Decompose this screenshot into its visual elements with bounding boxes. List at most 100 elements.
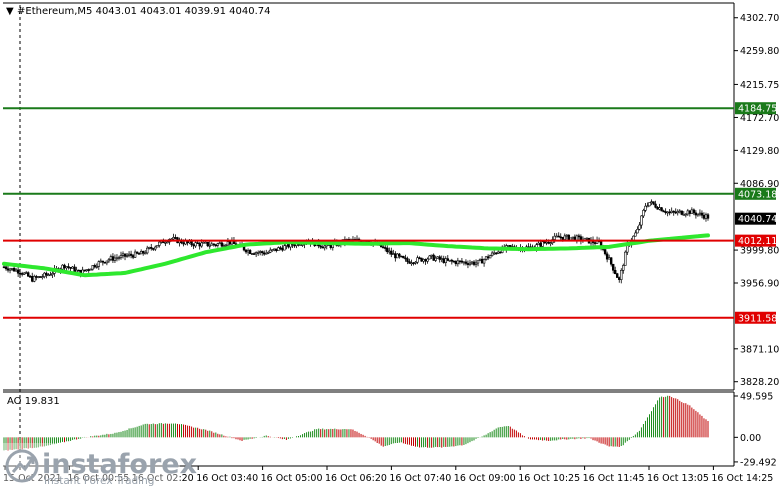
logo-tagline: Instant Forex Trading (44, 475, 154, 487)
candle (408, 258, 411, 264)
candle (103, 261, 107, 264)
candle (319, 244, 322, 249)
candle (450, 258, 454, 265)
moving-average-line (2, 233, 710, 278)
candle (605, 251, 609, 263)
candle (113, 254, 117, 264)
candle (89, 268, 92, 271)
price-tick-label: 4129.80 (740, 146, 779, 157)
price-tick-label: 4172.70 (740, 113, 779, 124)
price-tick-label: 3871.10 (740, 344, 779, 355)
candle (692, 208, 696, 216)
candle (125, 252, 129, 258)
candle (97, 260, 101, 270)
candle (482, 258, 486, 267)
candle (488, 254, 492, 259)
candle (212, 243, 215, 247)
price-level-tag (735, 187, 776, 200)
candle (8, 267, 12, 274)
candle (416, 255, 419, 265)
candle (468, 259, 472, 267)
candle (101, 260, 105, 266)
candle (644, 202, 647, 213)
candle (660, 207, 663, 212)
candle (456, 257, 460, 267)
time-tick-label: 16 Oct 10:25 (518, 473, 580, 484)
price-level-tag (735, 311, 776, 324)
candle (141, 250, 145, 256)
candle (194, 240, 197, 248)
candle (144, 250, 147, 255)
candle (680, 210, 683, 216)
candle (616, 272, 619, 278)
candle (146, 245, 149, 255)
ao-indicator-panel[interactable]: AO 19.831 49.595 0.00 -29.492 (3, 391, 777, 469)
time-tick-label: 16 Oct 02:20 (132, 473, 194, 484)
candle (426, 257, 429, 264)
ao-title: AO 19.831 (7, 396, 60, 407)
candle (107, 258, 111, 264)
candle (614, 266, 617, 275)
candle (117, 255, 121, 261)
symbol-menu-icon[interactable]: ▼ (6, 6, 14, 17)
candle (256, 250, 260, 256)
candle (640, 215, 643, 229)
candle (652, 201, 655, 206)
candle (33, 274, 36, 283)
candle (700, 210, 704, 219)
candle (45, 271, 48, 279)
current-price-marker: 4040.74 (735, 212, 777, 225)
price-tick-label: 4215.75 (740, 80, 779, 91)
time-tick-label: 16 Oct 06:20 (325, 473, 387, 484)
candle (622, 263, 625, 274)
candle (446, 255, 449, 262)
candle (636, 226, 639, 234)
ao-tick-label: -29.492 (740, 457, 777, 468)
candle (41, 274, 44, 280)
price-panel[interactable]: 4302.70 4259.80 4215.75 4172.70 4129.80 4086.… (2, 2, 779, 470)
candle (250, 253, 254, 255)
candle (684, 213, 688, 218)
candle (620, 268, 623, 284)
candle (269, 247, 272, 254)
candle (406, 256, 409, 265)
time-tick-label: 16 Oct 09:00 (454, 473, 516, 484)
candle (402, 255, 405, 259)
time-tick-label: 16 Oct 00:55 (67, 473, 129, 484)
price-tick-label: 3999.80 (740, 246, 779, 257)
price-level-tag (735, 234, 776, 247)
candle (261, 250, 264, 256)
time-tick-label: 16 Oct 14:25 (711, 473, 773, 484)
ao-axis-ticks: 49.595 0.00 -29.492 (734, 392, 777, 468)
candle (672, 210, 675, 216)
candle (216, 242, 220, 248)
price-level-label: 3911.58 (738, 313, 777, 324)
candle (434, 255, 437, 263)
candle (390, 247, 393, 258)
candle (648, 202, 651, 207)
candle (428, 255, 431, 260)
candle (398, 252, 401, 259)
candle (154, 245, 157, 252)
price-tick-label: 4086.90 (740, 179, 779, 190)
price-axis-ticks: 4302.70 4259.80 4215.75 4172.70 4129.80 4086.… (734, 13, 779, 388)
price-level-label: 4012.11 (738, 236, 777, 247)
candle (248, 249, 252, 254)
candle (603, 249, 607, 256)
price-levels[interactable]: 4184.75 4073.18 4012.11 3911.58 (3, 102, 777, 324)
candle (563, 233, 566, 241)
candle (133, 249, 137, 258)
candle (609, 257, 613, 267)
time-tick-label: 16 Oct 11:45 (583, 473, 645, 484)
candle (646, 202, 649, 208)
instaforex-logo: instaforex Instant Forex Trading (0, 443, 197, 489)
candle (156, 245, 159, 248)
candle (16, 266, 20, 277)
price-tick-label: 4259.80 (740, 46, 779, 57)
candle (611, 263, 615, 274)
candle (27, 271, 30, 277)
price-level-tag (735, 102, 776, 115)
candle (267, 250, 270, 255)
candle (432, 253, 435, 261)
